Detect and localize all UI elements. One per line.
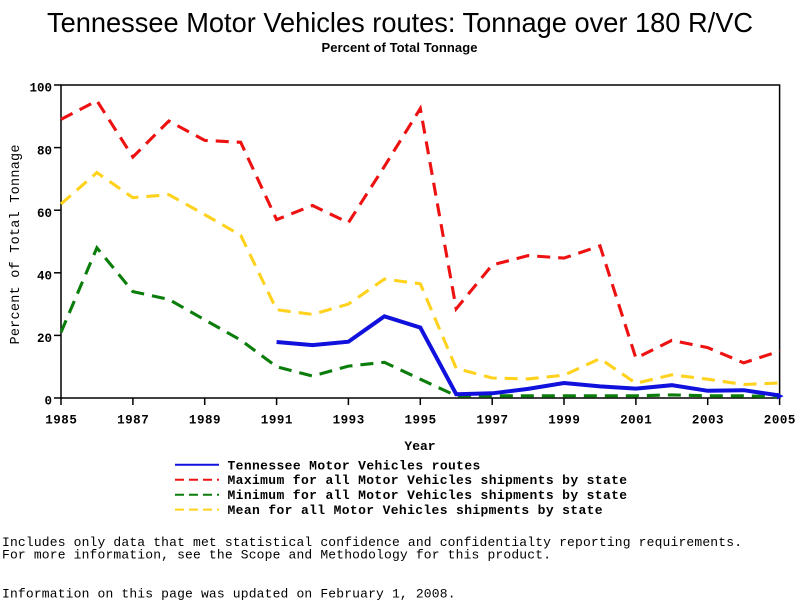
svg-text:1987: 1987 (117, 414, 149, 428)
svg-text:1991: 1991 (261, 414, 293, 428)
svg-text:0: 0 (44, 395, 52, 409)
svg-text:1997: 1997 (476, 414, 508, 428)
svg-text:Tennessee Motor Vehicles route: Tennessee Motor Vehicles routes: Tonnage… (47, 7, 753, 38)
svg-text:60: 60 (37, 207, 52, 221)
svg-text:20: 20 (37, 332, 52, 346)
svg-text:1993: 1993 (333, 414, 365, 428)
svg-text:Minimum for all Motor Vehicles: Minimum for all Motor Vehicles shipments… (228, 488, 628, 503)
svg-text:1999: 1999 (548, 414, 580, 428)
svg-text:1989: 1989 (189, 414, 221, 428)
svg-text:40: 40 (37, 270, 52, 284)
svg-text:100: 100 (29, 82, 52, 96)
svg-text:Tennessee Motor Vehicles route: Tennessee Motor Vehicles routes (228, 458, 481, 473)
svg-text:2001: 2001 (620, 414, 652, 428)
svg-text:Year: Year (404, 439, 435, 454)
svg-text:Mean for all Motor Vehicles sh: Mean for all Motor Vehicles shipments by… (228, 503, 603, 518)
svg-text:2003: 2003 (692, 414, 724, 428)
svg-text:1985: 1985 (45, 414, 77, 428)
svg-text:Maximum for all Motor Vehicles: Maximum for all Motor Vehicles shipments… (228, 473, 628, 488)
svg-text:Percent of Total Tonnage: Percent of Total Tonnage (9, 145, 24, 345)
svg-text:Percent of Total Tonnage: Percent of Total Tonnage (322, 40, 478, 55)
svg-text:Information on this page was u: Information on this page was updated on … (2, 587, 456, 600)
svg-text:2005: 2005 (764, 414, 796, 428)
svg-text:Includes only data that met st: Includes only data that met statistical … (2, 535, 742, 550)
svg-text:For more information, see the: For more information, see the Scope and … (2, 548, 551, 563)
svg-text:1995: 1995 (404, 414, 436, 428)
svg-text:80: 80 (37, 144, 52, 158)
